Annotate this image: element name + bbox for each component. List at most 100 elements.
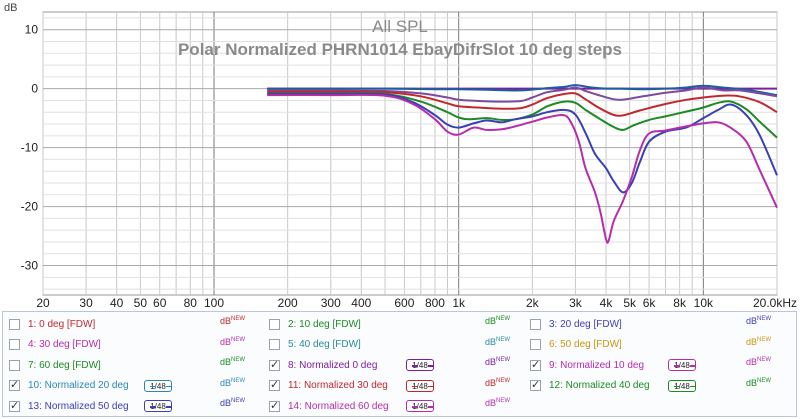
smoothing-badge[interactable]: 1/48: [668, 379, 696, 392]
legend-item[interactable]: 7: 60 deg [FDW]: [9, 356, 101, 374]
x-tick-label: 20.0kHz: [753, 296, 797, 310]
smoothing-label: 1/48: [150, 381, 166, 391]
legend-label: 2: 10 deg [FDW]: [288, 318, 361, 330]
legend-unit[interactable]: dBNEW: [220, 316, 246, 326]
legend-item[interactable]: 8: Normalized 0 deg: [269, 356, 378, 374]
legend-item[interactable]: 14: Normalized 60 deg: [269, 397, 389, 415]
smoothing-label: 1/48: [150, 402, 166, 411]
legend-checkbox[interactable]: [9, 339, 20, 350]
x-tick-label: 10k: [694, 296, 714, 310]
x-tick-label: 4k: [600, 296, 614, 310]
legend-checkbox[interactable]: [530, 318, 541, 330]
smoothing-badge[interactable]: 1/48: [144, 379, 172, 392]
x-tick-labels: 20 30 40 50 60 80 100 200 300 400 600 800 1k 2k 3k 4k 5k…: [36, 296, 797, 310]
x-tick-label: 30: [79, 296, 93, 310]
x-tick-label: 5k: [623, 296, 637, 310]
legend-checkbox[interactable]: [530, 378, 541, 391]
legend-label: 3: 20 deg [FDW]: [549, 318, 622, 330]
legend-unit[interactable]: dBNEW: [485, 316, 511, 326]
legend-unit[interactable]: dBNEW: [746, 357, 772, 367]
legend-item[interactable]: 13: Normalized 50 deg: [9, 397, 129, 415]
legend-checkbox[interactable]: [9, 378, 20, 391]
legend-checkbox[interactable]: [9, 318, 20, 330]
legend-unit[interactable]: dBNEW: [220, 336, 246, 347]
legend-checkbox[interactable]: [269, 378, 280, 391]
legend-unit[interactable]: dBNEW: [220, 398, 246, 408]
legend-unit[interactable]: dBNEW: [746, 336, 772, 347]
legend-checkbox[interactable]: [9, 359, 20, 371]
legend-label: 14: Normalized 60 deg: [288, 400, 389, 412]
legend-item[interactable]: 4: 30 deg [FDW]: [9, 336, 101, 354]
legend-panel: 1: 0 deg [FDW] dBNEW 2: 10 deg [FDW] dBNEW 3…: [2, 311, 797, 417]
chart-svg: 100-10-20-30 20 30 40 50 60 80 100 200 300 400 600…: [4, 2, 797, 310]
x-tick-label: 3k: [569, 296, 583, 310]
legend-label: 10: Normalized 20 deg: [28, 380, 129, 391]
legend-item[interactable]: 3: 20 deg [FDW]: [530, 315, 622, 333]
smoothing-label: 1/48: [412, 402, 428, 411]
legend-unit[interactable]: dBNEW: [220, 377, 246, 388]
legend-unit[interactable]: dBNEW: [485, 357, 511, 367]
y-axis-label: dB: [4, 2, 17, 14]
legend-item[interactable]: 6: 50 deg [FDW]: [530, 336, 622, 354]
legend-item[interactable]: 12: Normalized 40 deg: [530, 377, 650, 395]
x-tick-label: 50: [134, 296, 148, 310]
smoothing-badge[interactable]: 1/48: [406, 400, 434, 412]
series-line: [267, 90, 778, 117]
x-tick-label: 60: [153, 296, 167, 310]
x-tick-label: 200: [278, 296, 298, 310]
legend-checkbox[interactable]: [269, 399, 280, 412]
series-line: [267, 92, 778, 194]
smoothing-label: 1/48: [412, 361, 428, 370]
series-line: [267, 92, 778, 139]
y-tick-label: 0: [31, 82, 38, 96]
legend-checkbox[interactable]: [9, 399, 20, 412]
x-tick-label: 600: [394, 296, 414, 310]
x-tick-label: 20: [36, 296, 50, 310]
legend-checkbox[interactable]: [269, 339, 280, 350]
x-tick-label: 100: [204, 296, 224, 310]
legend-item[interactable]: 2: 10 deg [FDW]: [269, 315, 361, 333]
legend-item[interactable]: 11: Normalized 30 deg: [269, 377, 388, 395]
legend-label: 13: Normalized 50 deg: [28, 400, 129, 412]
smoothing-label: 1/48: [674, 361, 690, 370]
x-tick-label: 40: [110, 296, 124, 310]
legend-item[interactable]: 10: Normalized 20 deg: [9, 377, 129, 395]
legend-unit[interactable]: dBNEW: [746, 316, 772, 326]
legend-unit[interactable]: dBNEW: [220, 357, 246, 367]
series-line: [267, 86, 778, 103]
legend-checkbox[interactable]: [530, 358, 541, 371]
chart-subtitle: Polar Normalized PHRN1014 EbayDifrSlot 1…: [178, 40, 622, 59]
legend-item[interactable]: 9: Normalized 10 deg: [530, 356, 644, 374]
y-tick-label: 10: [25, 23, 39, 37]
legend-item[interactable]: 1: 0 deg [FDW]: [9, 315, 95, 333]
x-tick-label: 1k: [452, 296, 466, 310]
legend-unit[interactable]: dBNEW: [485, 377, 511, 388]
legend-unit[interactable]: dBNEW: [746, 377, 772, 388]
x-tick-label: 2k: [526, 296, 540, 310]
smoothing-label: 1/48: [412, 381, 428, 391]
legend-item[interactable]: 5: 40 deg [FDW]: [269, 336, 361, 354]
legend-label: 9: Normalized 10 deg: [549, 359, 645, 371]
legend-checkbox[interactable]: [269, 318, 280, 330]
x-tick-label: 8k: [673, 296, 687, 310]
legend-label: 8: Normalized 0 deg: [288, 359, 378, 371]
x-tick-label: 300: [321, 296, 341, 310]
chart: 10 0 -10 -20 -30 20 30 40 50 60 80 100 200 300 400 600…: [4, 2, 797, 310]
legend-label: 6: 50 deg [FDW]: [549, 339, 622, 350]
legend-unit[interactable]: dBNEW: [485, 336, 511, 347]
smoothing-badge[interactable]: 1/48: [144, 400, 172, 412]
smoothing-badge[interactable]: 1/48: [668, 359, 696, 371]
y-tick-label: -10: [21, 141, 39, 155]
legend-checkbox[interactable]: [530, 339, 541, 350]
plot-frame: [42, 11, 778, 296]
legend-label: 1: 0 deg [FDW]: [28, 318, 96, 330]
smoothing-badge[interactable]: 1/48: [406, 379, 434, 392]
series-line: [267, 84, 778, 97]
legend-unit[interactable]: dBNEW: [485, 398, 511, 408]
x-tick-label: 400: [351, 296, 371, 310]
series-group: [267, 84, 778, 244]
legend-checkbox[interactable]: [269, 358, 280, 371]
legend-label: 7: 60 deg [FDW]: [28, 359, 101, 371]
legend-label: 4: 30 deg [FDW]: [28, 339, 101, 350]
smoothing-badge[interactable]: 1/48: [406, 359, 434, 371]
